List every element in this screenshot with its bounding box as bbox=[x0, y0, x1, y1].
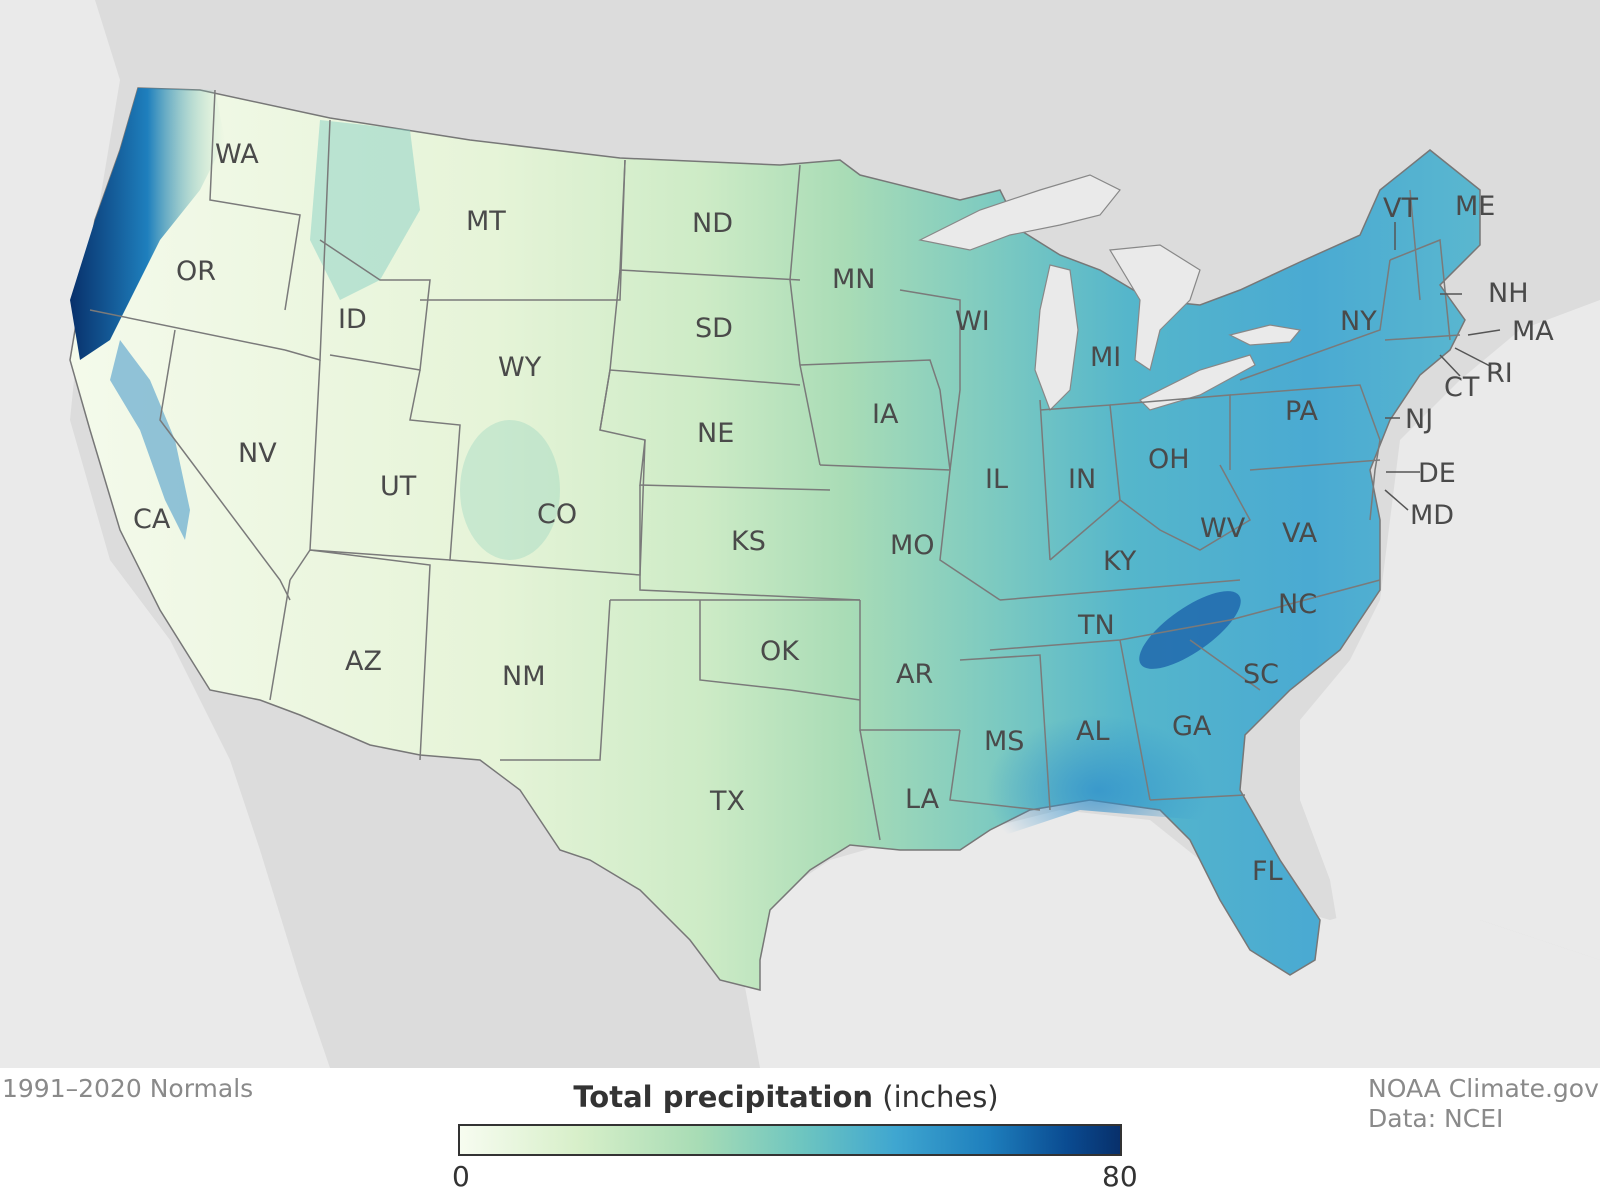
precipitation-map: WA OR CA ID NV MT WY UT AZ CO NM ND SD N… bbox=[0, 0, 1600, 1068]
state-label-nv: NV bbox=[238, 438, 277, 469]
state-label-al: AL bbox=[1076, 716, 1110, 747]
legend-color-bar bbox=[458, 1124, 1122, 1156]
state-label-ky: KY bbox=[1103, 546, 1137, 577]
legend-title-unit: (inches) bbox=[882, 1080, 999, 1114]
credit-noaa: NOAA Climate.gov bbox=[1368, 1074, 1599, 1103]
state-label-ok: OK bbox=[760, 636, 800, 667]
state-label-sd: SD bbox=[695, 313, 733, 344]
state-label-co: CO bbox=[537, 499, 577, 530]
state-label-in: IN bbox=[1068, 464, 1096, 495]
state-label-sc: SC bbox=[1243, 659, 1279, 690]
sierra-wet-region bbox=[110, 340, 190, 540]
colorado-mountain-region bbox=[460, 420, 560, 560]
rockies-wet-region bbox=[310, 120, 420, 300]
state-label-ny: NY bbox=[1340, 306, 1377, 337]
lake-huron bbox=[1108, 244, 1201, 371]
callout-lines bbox=[1384, 222, 1501, 511]
normals-period-label: 1991–2020 Normals bbox=[2, 1074, 254, 1103]
state-label-nc: NC bbox=[1278, 589, 1317, 620]
state-label-mo: MO bbox=[890, 530, 935, 561]
state-label-mn: MN bbox=[832, 264, 876, 295]
state-label-ms: MS bbox=[984, 726, 1024, 757]
state-label-nh: NH bbox=[1488, 278, 1529, 309]
state-label-tx: TX bbox=[709, 786, 745, 817]
credit-block: NOAA Climate.gov Data: NCEI bbox=[1368, 1074, 1600, 1134]
state-label-nj: NJ bbox=[1405, 404, 1433, 435]
legend-max-label: 80 bbox=[1102, 1160, 1138, 1193]
state-label-nd: ND bbox=[692, 208, 733, 239]
state-label-tn: TN bbox=[1077, 610, 1115, 641]
state-label-pa: PA bbox=[1285, 396, 1319, 427]
state-label-oh: OH bbox=[1148, 444, 1190, 475]
state-label-wa: WA bbox=[215, 139, 259, 170]
state-label-me: ME bbox=[1455, 191, 1495, 222]
state-label-ga: GA bbox=[1172, 711, 1212, 742]
legend-min-label: 0 bbox=[452, 1160, 470, 1193]
state-label-ca: CA bbox=[133, 504, 171, 535]
state-label-vt: VT bbox=[1383, 193, 1418, 224]
state-label-ia: IA bbox=[872, 399, 899, 430]
state-label-ma: MA bbox=[1512, 316, 1554, 347]
lake-erie bbox=[1138, 354, 1256, 411]
state-label-wv: WV bbox=[1200, 513, 1246, 544]
lake-michigan bbox=[1034, 264, 1079, 412]
state-label-ct: CT bbox=[1444, 372, 1480, 403]
pacific-northwest-wet-region bbox=[70, 88, 225, 360]
lake-ontario bbox=[1228, 324, 1302, 346]
state-label-az: AZ bbox=[345, 646, 382, 677]
state-label-nm: NM bbox=[502, 661, 546, 692]
state-label-wi: WI bbox=[955, 306, 990, 337]
state-label-ar: AR bbox=[896, 659, 933, 690]
state-label-la: LA bbox=[905, 784, 940, 815]
state-label-mi: MI bbox=[1090, 342, 1121, 373]
state-label-ks: KS bbox=[731, 526, 766, 557]
state-label-ri: RI bbox=[1486, 358, 1513, 389]
atlantic-ocean bbox=[1300, 300, 1600, 960]
gulf-of-mexico bbox=[740, 810, 1600, 1068]
state-label-il: IL bbox=[985, 464, 1008, 495]
state-label-ut: UT bbox=[380, 471, 417, 502]
state-boundaries bbox=[89, 89, 1461, 841]
state-label-wy: WY bbox=[498, 352, 542, 383]
state-label-fl: FL bbox=[1252, 856, 1283, 887]
state-label-ne: NE bbox=[697, 418, 734, 449]
state-label-md: MD bbox=[1410, 500, 1454, 531]
legend-title-bold: Total precipitation bbox=[573, 1080, 874, 1114]
credit-data-source: Data: NCEI bbox=[1368, 1104, 1504, 1133]
legend-title: Total precipitation (inches) bbox=[456, 1080, 1116, 1114]
appalachian-wet-region bbox=[1139, 591, 1241, 669]
state-label-or: OR bbox=[176, 256, 216, 287]
state-labels: WA OR CA ID NV MT WY UT AZ CO NM ND SD N… bbox=[133, 139, 1554, 887]
lake-superior bbox=[918, 174, 1121, 251]
state-label-id: ID bbox=[338, 304, 367, 335]
state-label-mt: MT bbox=[466, 206, 506, 237]
state-label-va: VA bbox=[1282, 518, 1318, 549]
state-label-de: DE bbox=[1418, 458, 1456, 489]
